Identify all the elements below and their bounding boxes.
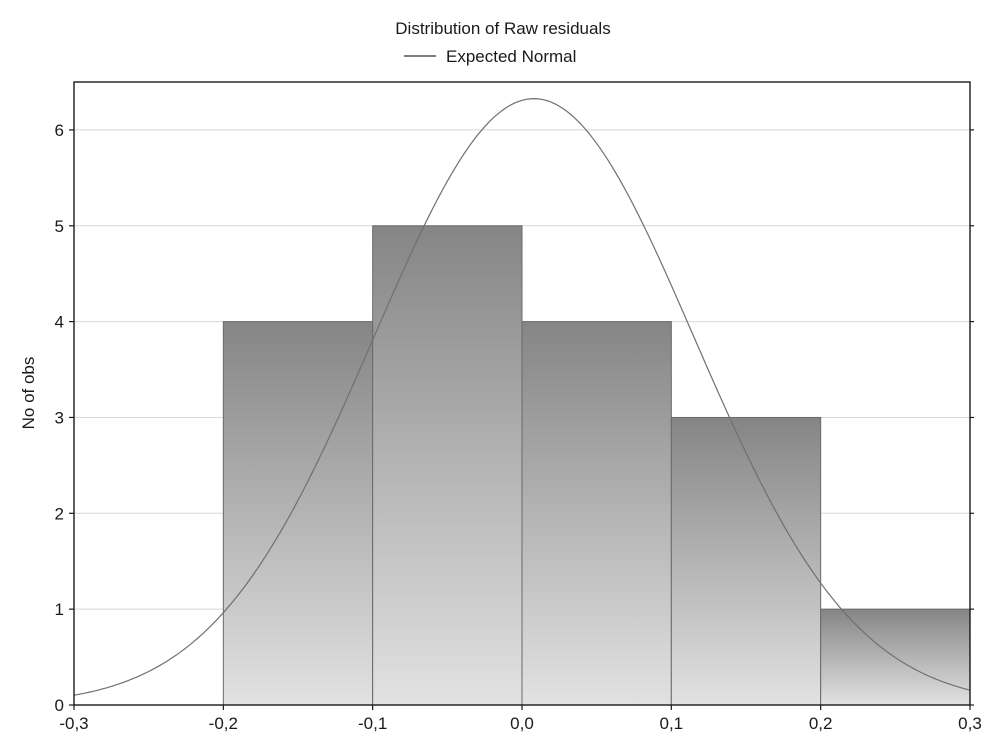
- x-axis: -0,3 -0,2 -0,1 0,0 0,1 0,2 0,3: [59, 705, 982, 733]
- histogram-bar: [222, 321, 374, 706]
- histogram-bars: [222, 225, 971, 706]
- y-axis-title: No of obs: [19, 357, 38, 430]
- chart-title-group: Distribution of Raw residuals: [395, 19, 610, 38]
- histogram-bar: [670, 416, 822, 706]
- y-tick-label: 0: [55, 696, 64, 715]
- y-tick-label: 4: [55, 313, 64, 332]
- histogram-bar: [521, 321, 672, 706]
- y-tick-label: 6: [55, 121, 64, 140]
- x-tick-label: -0,1: [358, 714, 387, 733]
- y-tick-label: 2: [55, 504, 64, 523]
- y-tick-label: 3: [55, 408, 64, 427]
- x-tick-label: 0,3: [958, 714, 982, 733]
- x-tick-label: 0,0: [510, 714, 534, 733]
- chart-title: Distribution of Raw residuals: [395, 19, 610, 38]
- legend-label: Expected Normal: [446, 47, 576, 66]
- y-tick-label: 5: [55, 217, 64, 236]
- y-axis: 0 1 2 3 4 5 6: [55, 121, 974, 715]
- x-tick-label: -0,2: [209, 714, 238, 733]
- legend: Expected Normal: [404, 47, 576, 66]
- expected-normal-curve: [73, 98, 971, 696]
- x-tick-label: 0,2: [809, 714, 833, 733]
- histogram-bar: [372, 225, 523, 706]
- y-tick-label: 1: [55, 600, 64, 619]
- x-tick-label: 0,1: [660, 714, 684, 733]
- x-tick-label: -0,3: [59, 714, 88, 733]
